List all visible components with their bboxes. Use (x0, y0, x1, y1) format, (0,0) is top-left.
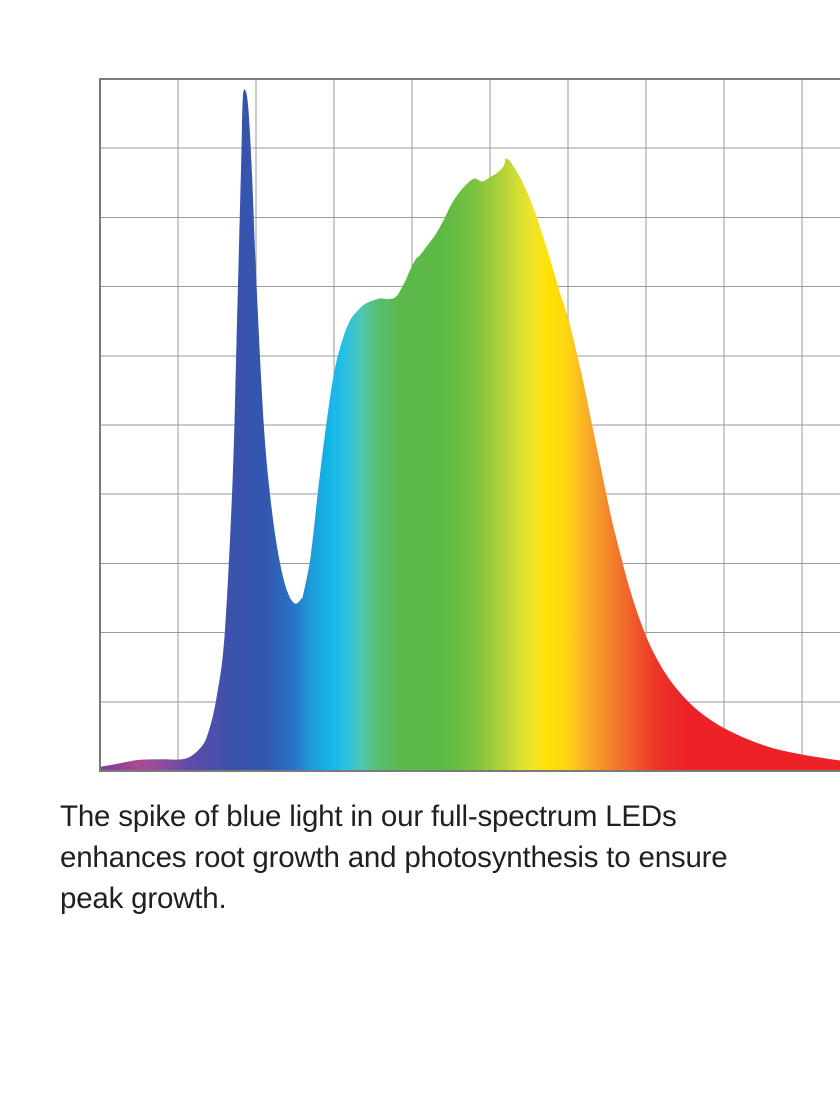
caption-text: The spike of blue light in our full-spec… (60, 800, 728, 915)
plot-border (99, 78, 840, 772)
spectrum-chart-figure (40, 16, 840, 796)
caption-block: The spike of blue light in our full-spec… (60, 796, 790, 919)
spectrum-area-curve (100, 89, 840, 771)
spectrum-chart-svg (99, 78, 840, 772)
